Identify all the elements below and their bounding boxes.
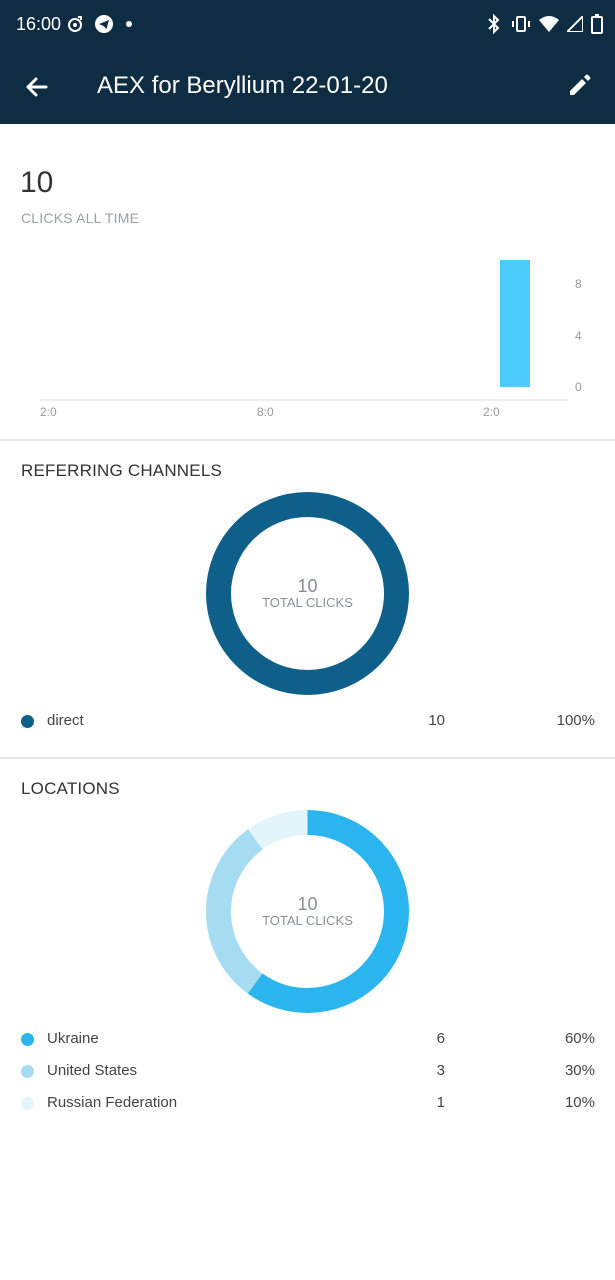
donut-total-label: TOTAL CLICKS <box>262 595 353 610</box>
y-tick-label: 8 <box>575 277 582 291</box>
locations-donut <box>206 810 409 1013</box>
locations-title: LOCATIONS <box>21 779 120 798</box>
total-clicks-value: 10 <box>20 166 54 199</box>
clicks-bar-chart: 8 4 0 2:0 8:0 2:0 <box>40 260 582 419</box>
location-name: United States <box>47 1062 138 1079</box>
locations-donut-center: 10 TOTAL CLICKS <box>200 894 415 928</box>
notification-icons <box>66 14 134 34</box>
legend-row: Ukraine 6 60% <box>0 1025 615 1055</box>
legend-dot <box>21 1097 34 1110</box>
legend-dot <box>21 715 34 728</box>
page-title: AEX for Beryllium 22-01-20 <box>97 72 388 99</box>
status-bar: 16:00 <box>0 0 615 50</box>
location-percent: 10% <box>564 1094 595 1111</box>
x-tick-label: 2:0 <box>40 405 57 419</box>
donut-segment <box>206 810 409 1013</box>
edit-pencil-icon[interactable] <box>565 70 595 100</box>
channel-name: direct <box>47 712 84 729</box>
location-count: 1 <box>436 1094 445 1111</box>
legend-dot <box>21 1065 34 1078</box>
chart-bar <box>500 260 530 387</box>
y-tick-label: 4 <box>575 329 582 343</box>
donut-total-value: 10 <box>297 576 318 596</box>
location-count: 6 <box>436 1030 445 1047</box>
donut-segment <box>206 810 409 1013</box>
location-name: Ukraine <box>47 1030 99 1047</box>
battery-icon <box>591 14 603 34</box>
channel-count: 10 <box>428 712 445 729</box>
donut-segment <box>206 492 409 695</box>
legend-row: direct 10 100% <box>0 707 615 737</box>
x-tick-label: 8:0 <box>257 405 274 419</box>
location-name: Russian Federation <box>47 1094 178 1111</box>
total-clicks-label: CLICKS ALL TIME <box>21 210 140 226</box>
wifi-icon <box>539 16 559 32</box>
signal-icon <box>567 16 583 32</box>
donut-total-value: 10 <box>297 894 318 914</box>
referring-channels-title: REFERRING CHANNELS <box>21 461 223 480</box>
location-percent: 60% <box>564 1030 595 1047</box>
referring-donut-center: 10 TOTAL CLICKS <box>200 576 415 610</box>
location-count: 3 <box>436 1062 445 1079</box>
bluetooth-icon <box>488 14 500 34</box>
legend-dot <box>21 1033 34 1046</box>
location-percent: 30% <box>564 1062 595 1079</box>
vibrate-icon <box>512 16 530 32</box>
dot-icon <box>126 21 132 27</box>
status-time: 16:00 <box>16 14 62 34</box>
section-divider <box>0 757 615 759</box>
legend-row: United States 3 30% <box>0 1057 615 1087</box>
legend-row: Russian Federation 1 10% <box>0 1089 615 1119</box>
back-arrow-icon[interactable] <box>20 70 54 104</box>
x-tick-label: 2:0 <box>483 405 500 419</box>
y-tick-label: 0 <box>575 380 582 394</box>
app-bar: AEX for Beryllium 22-01-20 <box>0 50 615 124</box>
music-app-icon <box>68 16 82 32</box>
donut-total-label: TOTAL CLICKS <box>262 913 353 928</box>
referring-channels-donut <box>206 492 409 695</box>
channel-percent: 100% <box>556 712 595 729</box>
system-icons <box>485 14 603 34</box>
telegram-icon <box>95 15 113 33</box>
section-divider <box>0 439 615 441</box>
